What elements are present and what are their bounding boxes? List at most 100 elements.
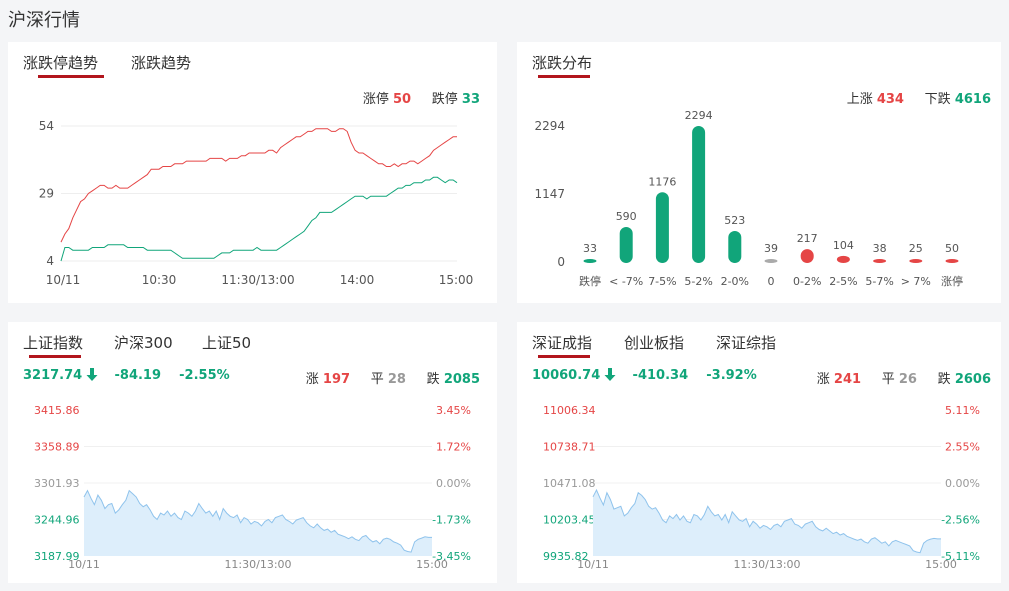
bar [692, 126, 706, 263]
x-tick-label: 0-2% [793, 275, 821, 288]
y-tick-label-left: 10471.08 [543, 477, 596, 490]
flat-value: 28 [387, 372, 406, 387]
bar [655, 192, 669, 263]
sz-index-panel: 深证成指 创业板指 深证综指 10060.74 -410.34 -3.92% 涨… [517, 322, 1001, 583]
y-tick-label-left: 9935.82 [543, 550, 589, 563]
price-line [592, 488, 941, 554]
sh-price: 3217.74 [23, 368, 83, 383]
y-tick-label-right: -3.45% [432, 550, 471, 563]
bar [945, 259, 959, 263]
y-tick-label-right: 5.11% [945, 404, 980, 417]
x-tick-label: 5-7% [865, 275, 893, 288]
limit-trend-panel: 涨跌停趋势 涨跌趋势 涨停 50 跌停 33 4 29 54 10/11 10:30 11… [8, 42, 497, 303]
rise-value: 241 [833, 372, 862, 387]
x-tick-label: 15:00 [925, 558, 957, 571]
y-tick-label: 2294 [534, 119, 565, 133]
rise-label: 涨 [305, 372, 319, 387]
y-tick-label-left: 11006.34 [543, 404, 596, 417]
data-label: 104 [833, 239, 854, 252]
sz-change-pct: -3.92% [706, 368, 757, 383]
page-title: 沪深行情 [8, 10, 80, 31]
x-tick-label: 跌停 [579, 274, 601, 288]
rise-label: 涨 [816, 372, 830, 387]
data-label: 33 [583, 242, 597, 255]
active-tab-underline [538, 75, 590, 78]
x-tick-label: 10/11 [577, 558, 609, 571]
x-tick-label: 11:30/13:00 [733, 558, 800, 571]
distribution-panel: 涨跌分布 上涨 434 下跌 4616 0 1147 2294 33 跌停 590 < -7… [517, 42, 1001, 303]
data-label: 25 [909, 242, 923, 255]
rise-value: 197 [322, 372, 351, 387]
y-tick-label-left: 3358.89 [34, 441, 80, 454]
y-tick-label-right: -2.56% [941, 514, 980, 527]
tab-rise-fall-trend[interactable]: 涨跌趋势 [131, 54, 192, 72]
tab-chinext[interactable]: 创业板指 [624, 334, 685, 352]
series-line [60, 128, 457, 243]
y-tick-label: 4 [46, 254, 54, 268]
sz-intraday-chart: 11006.34 5.11% 10738.71 2.55% 10471.08 0.00% 1… [543, 404, 980, 571]
sh-change: -84.19 [114, 368, 162, 383]
x-tick-label: 7-5% [648, 275, 676, 288]
limit-up-value: 50 [392, 92, 412, 107]
fall-value: 2606 [954, 372, 991, 387]
bar [583, 259, 597, 263]
data-label: 523 [724, 214, 745, 227]
data-label: 2294 [685, 109, 713, 122]
sh-change-pct: -2.55% [179, 368, 230, 383]
fall-value: 2085 [443, 372, 480, 387]
y-tick-label: 54 [39, 119, 54, 133]
x-tick-label: 5-2% [684, 275, 712, 288]
tab-szse-component[interactable]: 深证成指 [532, 334, 593, 352]
x-tick-label: 15:00 [416, 558, 448, 571]
limit-up-label: 涨停 [362, 92, 389, 107]
active-tab-underline [29, 355, 81, 358]
tab-distribution[interactable]: 涨跌分布 [532, 54, 593, 72]
y-tick-label-left: 10738.71 [543, 441, 596, 454]
bar [619, 227, 633, 263]
tab-csi300[interactable]: 沪深300 [114, 334, 173, 352]
x-tick-label: 11:30/13:00 [221, 273, 294, 287]
tab-sse-composite[interactable]: 上证指数 [23, 334, 84, 352]
data-label: 50 [945, 242, 959, 255]
distribution-chart: 0 1147 2294 33 跌停 590 < -7% 1176 7-5% 2294 5-2% 523… [534, 109, 963, 288]
active-tab-underline [38, 75, 104, 78]
limit-down-value: 33 [461, 92, 480, 107]
tab-szse-composite[interactable]: 深证综指 [716, 334, 777, 352]
x-tick-label: < -7% [609, 275, 643, 288]
x-tick-label: 10/11 [46, 273, 81, 287]
active-tab-underline [538, 355, 590, 358]
bar [909, 259, 923, 263]
limit-trend-chart: 4 29 54 10/11 10:30 11:30/13:00 14:00 15:00 [39, 119, 474, 287]
sz-breadth: 涨 241 平 26 跌 2606 [817, 368, 991, 387]
y-tick-label: 29 [39, 187, 54, 201]
y-tick-label-right: 3.45% [436, 404, 471, 417]
x-tick-label: 2-5% [829, 275, 857, 288]
arrow-down-icon [86, 368, 98, 381]
sh-breadth: 涨 197 平 28 跌 2085 [306, 368, 480, 387]
data-label: 217 [797, 232, 818, 245]
flat-label: 平 [881, 372, 895, 387]
tab-limit-trend[interactable]: 涨跌停趋势 [23, 54, 99, 72]
bar [728, 230, 742, 263]
bar [873, 259, 887, 263]
bar [764, 259, 778, 263]
y-tick-label-left: 3301.93 [34, 477, 80, 490]
x-tick-label: 2-0% [721, 275, 749, 288]
y-tick-label-right: -1.73% [432, 514, 471, 527]
bar [800, 249, 814, 263]
y-tick-label: 0 [557, 255, 565, 269]
tab-sse50[interactable]: 上证50 [202, 334, 252, 352]
y-tick-label-right: 0.00% [945, 477, 980, 490]
rise-count-value: 434 [876, 92, 904, 107]
sh-intraday-chart: 3415.86 3.45% 3358.89 1.72% 3301.93 0.00% 3244… [34, 404, 471, 571]
data-label: 590 [616, 210, 637, 223]
rise-count-label: 上涨 [846, 92, 873, 107]
y-tick-label-left: 3244.96 [34, 514, 80, 527]
x-tick-label: 11:30/13:00 [224, 558, 291, 571]
x-tick-label: 15:00 [439, 273, 474, 287]
y-tick-label-right: 0.00% [436, 477, 471, 490]
sh-index-panel: 上证指数 沪深300 上证50 3217.74 -84.19 -2.55% 涨 … [8, 322, 497, 583]
x-tick-label: 10/11 [68, 558, 100, 571]
y-tick-label-left: 3187.99 [34, 550, 80, 563]
y-tick-label-right: -5.11% [941, 550, 980, 563]
